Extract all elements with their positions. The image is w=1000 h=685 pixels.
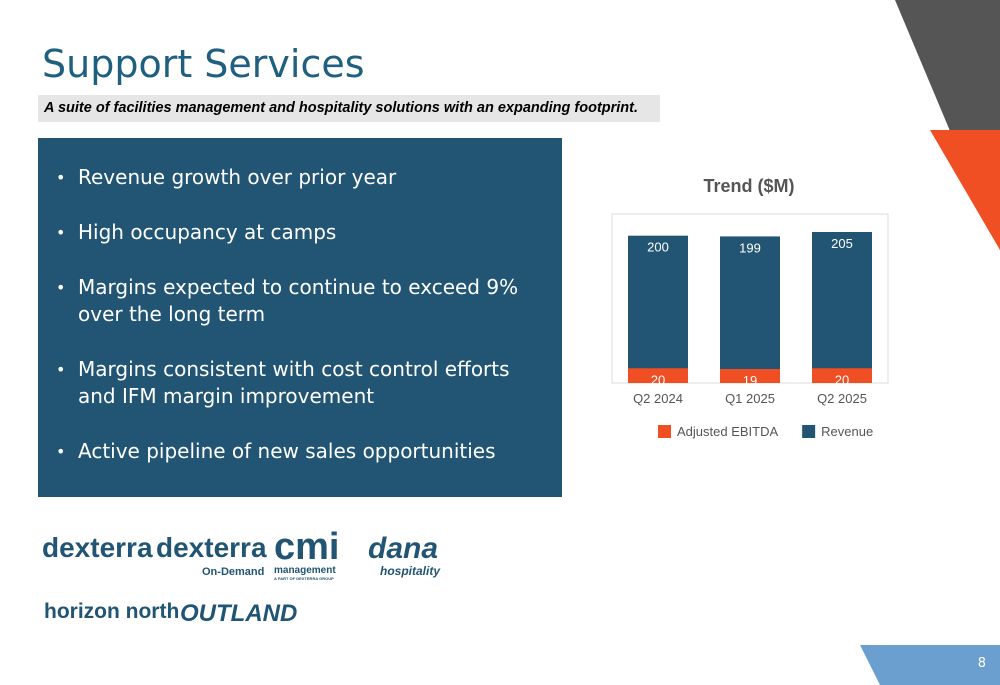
logo: cmi	[274, 526, 340, 568]
bullet: High occupancy at camps	[56, 219, 542, 246]
logo: dana	[368, 532, 439, 565]
bar	[812, 368, 872, 383]
bullet: Margins consistent with cost control eff…	[56, 356, 542, 410]
logo: management	[274, 565, 336, 576]
title: Support Services	[42, 42, 365, 86]
value-label: 19	[743, 373, 757, 388]
value-label: 20	[835, 372, 849, 387]
bullet: Active pipeline of new sales opportuniti…	[56, 438, 542, 465]
bullets: Revenue growth over prior year High occup…	[38, 138, 562, 465]
subtitle: A suite of facilities management and hos…	[38, 95, 660, 122]
x-tick-label: Q2 2025	[817, 391, 867, 406]
value-label: 199	[739, 240, 761, 255]
legend-label: Adjusted EBITDA	[677, 424, 778, 439]
logo: On-Demand	[202, 566, 265, 578]
value-label: 20	[651, 372, 665, 387]
bar	[812, 232, 872, 383]
bullet-box: Revenue growth over prior year High occup…	[38, 138, 562, 497]
chart-title: Trend ($M)	[703, 176, 794, 196]
legend-label: Revenue	[821, 424, 873, 439]
bullet: Margins expected to continue to exceed 9…	[56, 274, 542, 328]
bar	[720, 369, 780, 383]
logo: dexterra	[42, 532, 153, 563]
value-label: 200	[647, 240, 669, 255]
bar	[628, 235, 688, 383]
page-number: 8	[977, 656, 986, 671]
page-tab	[860, 645, 1000, 685]
bullet: Revenue growth over prior year	[56, 164, 542, 191]
logo: hospitality	[380, 564, 441, 578]
bar	[720, 236, 780, 383]
corner-orange	[930, 130, 1000, 250]
x-tick-label: Q1 2025	[725, 391, 775, 406]
logo: horizon north	[44, 600, 180, 623]
logo: A PART OF DEXTERRA GROUP	[274, 576, 334, 581]
bar	[628, 368, 688, 383]
value-label: 205	[831, 236, 853, 251]
x-tick-label: Q2 2024	[633, 391, 683, 406]
logo: OUTLAND	[180, 600, 298, 627]
legend-swatch	[802, 425, 816, 438]
legend-swatch	[658, 425, 671, 438]
logo: dexterra	[156, 532, 267, 563]
